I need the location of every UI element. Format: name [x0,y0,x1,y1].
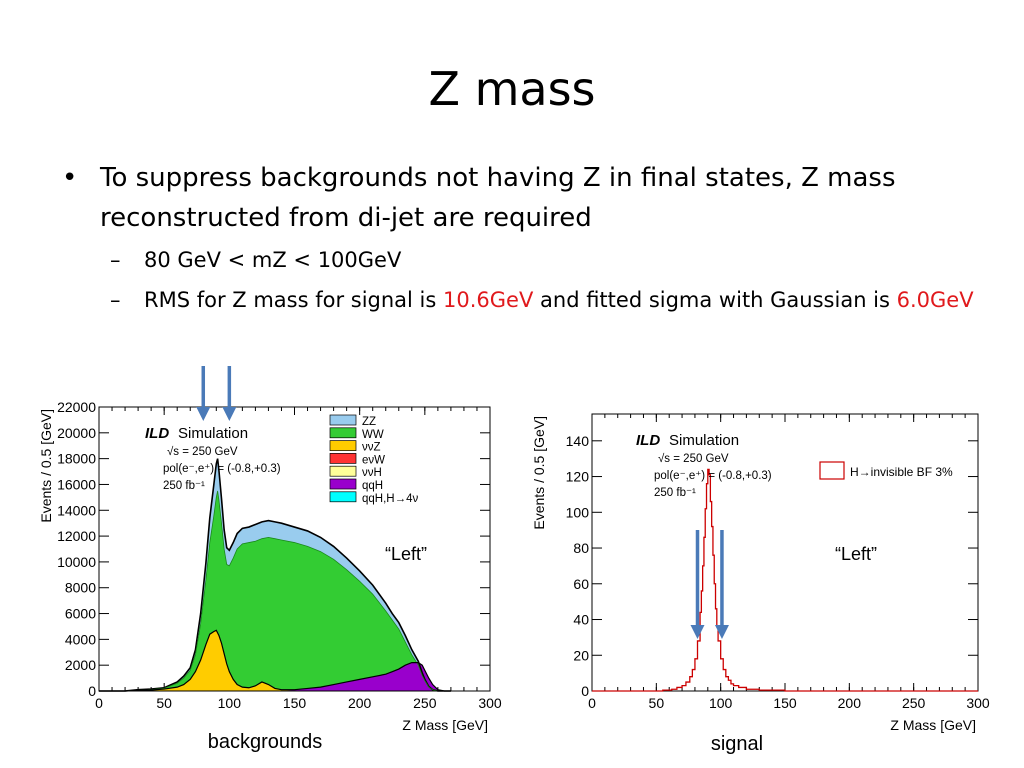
low-outline [99,629,451,692]
legend-swatch [329,491,357,503]
x-tick-label: 300 [966,695,990,711]
x-tick-label: 100 [709,695,733,711]
cut-arrow-head [690,625,705,639]
y-tick-label: 2000 [65,657,96,673]
y-tick-label: 20 [573,647,589,663]
y-tick-label: 60 [573,576,589,592]
y-tick-label: 140 [566,433,590,449]
bullet-item: • To suppress backgrounds not having Z i… [62,158,982,238]
legend-label: ZZ [362,416,376,428]
bullet-dash: – [110,248,121,272]
cut-arrow-head [196,407,211,421]
y-tick-label: 100 [566,504,590,520]
bullet-text: To suppress backgrounds not having Z in … [100,163,896,233]
signal-caption: signal [711,733,763,755]
x-axis-label: Z Mass [GeV] [402,717,488,733]
legend-swatch [329,465,357,477]
simulation-label: Simulation [669,432,739,449]
total-outline [99,458,451,692]
y-tick-label: 8000 [65,580,96,596]
y-tick-label: 20000 [57,425,96,441]
y-tick-label: 18000 [57,451,96,467]
x-tick-label: 50 [649,695,665,711]
x-tick-label: 300 [478,695,502,711]
y-tick-label: 12000 [57,528,96,544]
ild-label: ILD [145,425,169,442]
info-line: pol(e⁻,e⁺) = (-0.8,+0.3) [654,470,772,482]
cut-arrow-head [222,407,237,421]
y-tick-label: 14000 [57,502,96,518]
legend-label: H→invisible BF 3% [850,465,953,479]
x-tick-label: 200 [838,695,862,711]
legend-label: ννZ [362,442,381,454]
y-tick-label: 120 [566,469,590,485]
sub-bullet-text: 80 GeV < mZ < 100GeV [144,248,402,272]
sub-bullet-text-pre: RMS for Z mass for signal is [144,288,444,312]
y-axis-label: Events / 0.5 [GeV] [531,416,547,530]
sub-bullet-mass-window: – 80 GeV < mZ < 100GeV [62,240,982,280]
legend-swatch [329,414,357,426]
info-line: √s = 250 GeV [658,452,729,465]
legend-label: qqH,H→4ν [362,493,418,505]
y-tick-label: 4000 [65,631,96,647]
legend-swatch [329,440,357,451]
legend-swatch [329,427,357,439]
legend-label: eνW [362,454,385,466]
y-tick-label: 0 [88,683,96,699]
x-tick-label: 200 [348,695,372,711]
sub-bullet-text-mid: and fitted sigma with Gaussian is [533,288,897,312]
rms-value: 10.6GeV [443,288,534,312]
ild-label: ILD [636,432,660,449]
y-tick-label: 80 [573,540,589,556]
legend-label: WW [362,429,384,441]
plot-frame [591,413,979,692]
signal-histogram [592,468,978,692]
x-axis-label: Z Mass [GeV] [890,717,976,733]
sub-bullet-rms: – RMS for Z mass for signal is 10.6GeV a… [62,284,982,316]
y-tick-label: 0 [581,683,589,699]
qqh-area [99,662,451,691]
x-tick-label: 250 [902,695,926,711]
legend-swatch [819,461,845,480]
x-tick-label: 100 [218,695,242,711]
ww-outline [99,490,451,692]
right-annotation: “Left” [835,544,877,564]
bullet-list: • To suppress backgrounds not having Z i… [62,158,982,316]
legend-swatch [329,478,357,490]
legend-label: ννH [362,467,382,479]
x-tick-label: 250 [413,695,437,711]
backgrounds-caption: backgrounds [208,731,323,753]
y-tick-label: 10000 [57,554,96,570]
x-tick-label: 0 [95,695,103,711]
info-line: 250 fb⁻¹ [163,480,205,492]
sigma-value: 6.0GeV [896,288,974,312]
y-tick-label: 16000 [57,476,96,492]
simulation-label: Simulation [178,425,248,442]
bullet-dot: • [62,163,78,193]
bullet-dash: – [110,288,121,312]
legend-label: qqH [362,480,383,492]
x-tick-label: 150 [283,695,307,711]
y-tick-label: 22000 [57,399,96,415]
x-tick-label: 0 [588,695,596,711]
info-line: √s = 250 GeV [167,445,238,458]
x-tick-label: 50 [156,695,172,711]
y-tick-label: 40 [573,612,589,628]
left-annotation: “Left” [385,544,427,564]
legend-swatch [329,453,357,464]
x-tick-label: 150 [773,695,797,711]
cut-arrow-head [714,625,729,639]
y-tick-label: 6000 [65,606,96,622]
info-line: pol(e⁻,e⁺) = (-0.8,+0.3) [163,463,281,475]
slide-title: Z mass [428,62,596,116]
plot-frame-top [98,406,491,692]
ww-area [99,490,451,691]
info-line: 250 fb⁻¹ [654,487,696,499]
y-axis-label: Events / 0.5 [GeV] [38,409,54,523]
